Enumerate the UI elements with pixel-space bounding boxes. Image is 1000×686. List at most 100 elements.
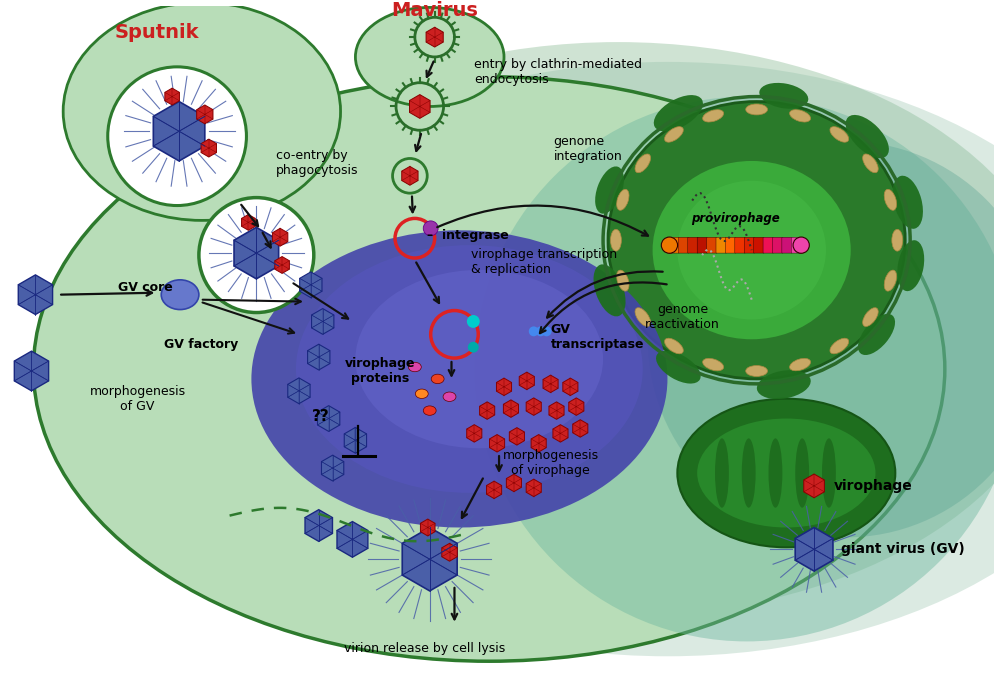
Ellipse shape — [608, 102, 905, 379]
Circle shape — [661, 237, 678, 253]
Ellipse shape — [63, 3, 341, 220]
Polygon shape — [795, 528, 833, 571]
FancyBboxPatch shape — [735, 237, 745, 253]
Ellipse shape — [595, 167, 624, 214]
Ellipse shape — [251, 230, 667, 528]
Ellipse shape — [635, 308, 651, 327]
Text: morphogenesis
of virophage: morphogenesis of virophage — [503, 449, 599, 477]
Circle shape — [529, 327, 539, 336]
Text: Sputnik: Sputnik — [115, 23, 200, 42]
FancyBboxPatch shape — [772, 237, 783, 253]
Ellipse shape — [830, 338, 849, 354]
Text: GV factory: GV factory — [164, 338, 238, 351]
Ellipse shape — [648, 141, 1000, 537]
Polygon shape — [305, 510, 332, 541]
FancyBboxPatch shape — [688, 237, 698, 253]
Polygon shape — [573, 420, 588, 437]
Ellipse shape — [161, 280, 199, 309]
Ellipse shape — [759, 83, 808, 109]
FancyBboxPatch shape — [697, 237, 708, 253]
Circle shape — [467, 315, 480, 328]
Ellipse shape — [33, 77, 945, 661]
Ellipse shape — [795, 438, 809, 508]
Polygon shape — [402, 167, 418, 185]
Polygon shape — [563, 378, 578, 396]
FancyBboxPatch shape — [678, 237, 689, 253]
Ellipse shape — [769, 438, 782, 508]
Ellipse shape — [656, 351, 701, 383]
Ellipse shape — [677, 399, 895, 547]
FancyBboxPatch shape — [669, 237, 679, 253]
Ellipse shape — [884, 189, 897, 211]
Polygon shape — [553, 425, 568, 442]
Ellipse shape — [610, 229, 621, 251]
Polygon shape — [18, 275, 53, 314]
Ellipse shape — [665, 127, 683, 142]
Polygon shape — [275, 257, 289, 274]
Polygon shape — [549, 402, 564, 419]
Ellipse shape — [746, 366, 768, 377]
Polygon shape — [300, 272, 322, 298]
Polygon shape — [153, 102, 205, 161]
Text: virophage transcription
& replication: virophage transcription & replication — [471, 248, 617, 276]
Ellipse shape — [697, 418, 875, 528]
Ellipse shape — [892, 229, 903, 251]
Ellipse shape — [423, 406, 436, 415]
Circle shape — [468, 342, 479, 353]
Ellipse shape — [897, 240, 924, 291]
Text: virophage: virophage — [834, 479, 913, 493]
Polygon shape — [509, 427, 524, 445]
Polygon shape — [467, 425, 482, 442]
Polygon shape — [526, 398, 541, 415]
FancyBboxPatch shape — [763, 237, 773, 253]
Ellipse shape — [790, 358, 811, 370]
Text: ??: ?? — [312, 409, 330, 424]
Polygon shape — [519, 372, 534, 390]
Text: Mavirus: Mavirus — [391, 1, 478, 20]
Text: co-entry by
phagocytosis: co-entry by phagocytosis — [276, 149, 359, 177]
Ellipse shape — [617, 189, 629, 211]
Ellipse shape — [48, 82, 890, 637]
Polygon shape — [308, 344, 330, 370]
Ellipse shape — [893, 176, 923, 229]
Polygon shape — [490, 434, 505, 452]
Polygon shape — [531, 434, 546, 452]
Polygon shape — [543, 375, 558, 392]
Ellipse shape — [415, 389, 428, 399]
Ellipse shape — [594, 264, 626, 316]
FancyBboxPatch shape — [725, 237, 736, 253]
Ellipse shape — [296, 245, 643, 493]
Ellipse shape — [443, 392, 456, 401]
Polygon shape — [272, 228, 288, 246]
Text: GV core: GV core — [118, 281, 172, 294]
Ellipse shape — [653, 161, 851, 340]
Polygon shape — [442, 543, 457, 561]
Ellipse shape — [635, 154, 651, 173]
Polygon shape — [487, 481, 502, 499]
Polygon shape — [410, 95, 430, 119]
Polygon shape — [420, 519, 435, 536]
Polygon shape — [503, 400, 518, 417]
Text: morphogenesis
of GV: morphogenesis of GV — [89, 385, 186, 413]
Ellipse shape — [863, 154, 878, 173]
Ellipse shape — [715, 438, 729, 508]
Circle shape — [536, 327, 546, 336]
Polygon shape — [480, 402, 495, 419]
FancyBboxPatch shape — [707, 237, 717, 253]
Text: giant virus (GV): giant virus (GV) — [841, 543, 965, 556]
Polygon shape — [201, 139, 217, 157]
Polygon shape — [506, 474, 521, 492]
Ellipse shape — [197, 62, 1000, 657]
Ellipse shape — [822, 438, 836, 508]
Polygon shape — [312, 309, 334, 334]
Ellipse shape — [654, 95, 703, 132]
Text: genome
integration: genome integration — [554, 135, 622, 163]
Polygon shape — [288, 378, 310, 403]
Polygon shape — [526, 479, 541, 497]
Polygon shape — [242, 215, 255, 230]
Text: –: – — [427, 228, 438, 241]
Polygon shape — [569, 398, 584, 415]
Ellipse shape — [830, 127, 849, 142]
Text: virion release by cell lysis: virion release by cell lysis — [344, 642, 505, 655]
Ellipse shape — [884, 270, 897, 291]
